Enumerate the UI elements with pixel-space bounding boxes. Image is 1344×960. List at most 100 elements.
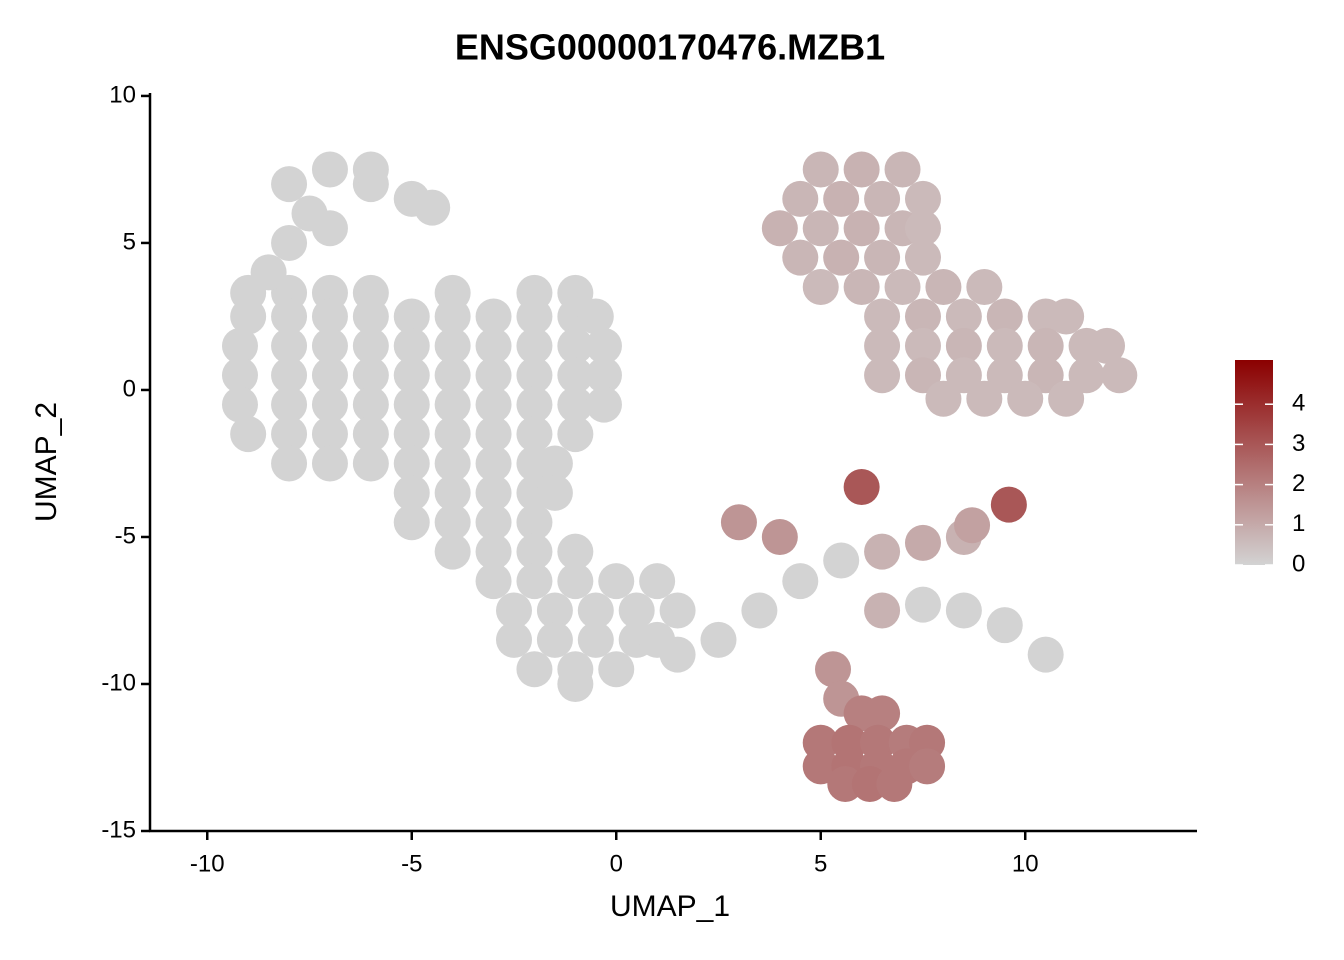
cell-point [516, 327, 553, 364]
cell-point [352, 416, 389, 453]
cell-point [311, 357, 348, 394]
cell-point [434, 327, 471, 364]
cell-point [782, 239, 819, 276]
cell-point [557, 386, 594, 423]
cell-point [823, 239, 860, 276]
cell-point [311, 298, 348, 335]
cell-point [904, 180, 941, 217]
cell-point [864, 357, 901, 394]
cell-point [516, 563, 553, 600]
cell-point [864, 180, 901, 217]
cell-point [393, 298, 430, 335]
cell-point [639, 563, 676, 600]
cell-point [1048, 380, 1085, 417]
colorbar-tick-label: 3 [1292, 430, 1305, 457]
cell-point [271, 445, 308, 482]
cell-point [311, 445, 348, 482]
cell-point [495, 592, 532, 629]
cell-point [221, 386, 258, 423]
x-axis-title: UMAP_1 [610, 890, 730, 923]
x-tick-label: 10 [1012, 850, 1039, 877]
cell-point [516, 416, 553, 453]
cell-point [864, 298, 901, 335]
cell-point [945, 298, 982, 335]
cell-point [475, 504, 512, 541]
cell-point [536, 592, 573, 629]
cell-point [271, 224, 308, 261]
cell-point [557, 563, 594, 600]
cell-point [393, 504, 430, 541]
y-tick-label: 5 [123, 228, 136, 255]
cell-point [966, 269, 1003, 306]
cell-point [954, 507, 991, 544]
cell-point [823, 542, 860, 579]
cell-point [782, 563, 819, 600]
cell-point [271, 416, 308, 453]
cell-point [1068, 357, 1105, 394]
cell-point [516, 504, 553, 541]
cell-point [230, 416, 267, 453]
chart-title: ENSG00000170476.MZB1 [455, 27, 885, 68]
cell-point [475, 298, 512, 335]
cell-point [536, 621, 573, 658]
cell-point [250, 254, 287, 291]
y-axis-title: UMAP_2 [30, 402, 63, 522]
cell-point [990, 486, 1027, 523]
cell-point [271, 357, 308, 394]
cell-point [311, 386, 348, 423]
cell-point [904, 327, 941, 364]
cell-point [516, 357, 553, 394]
cell-point [393, 357, 430, 394]
cell-point [434, 416, 471, 453]
x-tick-label: 0 [610, 850, 623, 877]
cell-point [536, 474, 573, 511]
cell-point [271, 298, 308, 335]
cell-point [1089, 327, 1126, 364]
cell-point [904, 298, 941, 335]
cell-point [475, 386, 512, 423]
cell-point [577, 621, 614, 658]
cell-point [516, 533, 553, 570]
cell-point [864, 239, 901, 276]
cell-point [536, 445, 573, 482]
cell-point [802, 151, 839, 188]
cell-point [475, 563, 512, 600]
cell-point [475, 474, 512, 511]
cell-point [221, 327, 258, 364]
cell-point [271, 386, 308, 423]
cell-point [598, 651, 635, 688]
cell-point [557, 665, 594, 702]
points [221, 151, 1138, 802]
cell-point [434, 474, 471, 511]
cell-point [741, 592, 778, 629]
colorbar-tick-label: 2 [1292, 470, 1305, 497]
cell-point [843, 151, 880, 188]
cell-point [720, 504, 757, 541]
cell-point [434, 445, 471, 482]
cell-point [1027, 357, 1064, 394]
cell-point [393, 416, 430, 453]
cell-point [393, 474, 430, 511]
cell-point [864, 327, 901, 364]
cell-point [311, 416, 348, 453]
cell-point [876, 765, 913, 802]
cell-point [884, 269, 921, 306]
cell-point [311, 327, 348, 364]
cell-point [925, 380, 962, 417]
cell-point [475, 357, 512, 394]
cell-point [516, 298, 553, 335]
cell-point [475, 445, 512, 482]
cell-point [557, 416, 594, 453]
cell-point [557, 533, 594, 570]
cell-point [904, 210, 941, 247]
cell-point [843, 210, 880, 247]
cell-point [352, 445, 389, 482]
y-tick-label: -15 [101, 816, 136, 843]
cell-point [434, 357, 471, 394]
cell-point [904, 239, 941, 276]
cell-point [904, 357, 941, 394]
cell-point [434, 533, 471, 570]
cell-point [352, 151, 389, 188]
y-tick-label: 10 [109, 81, 136, 108]
